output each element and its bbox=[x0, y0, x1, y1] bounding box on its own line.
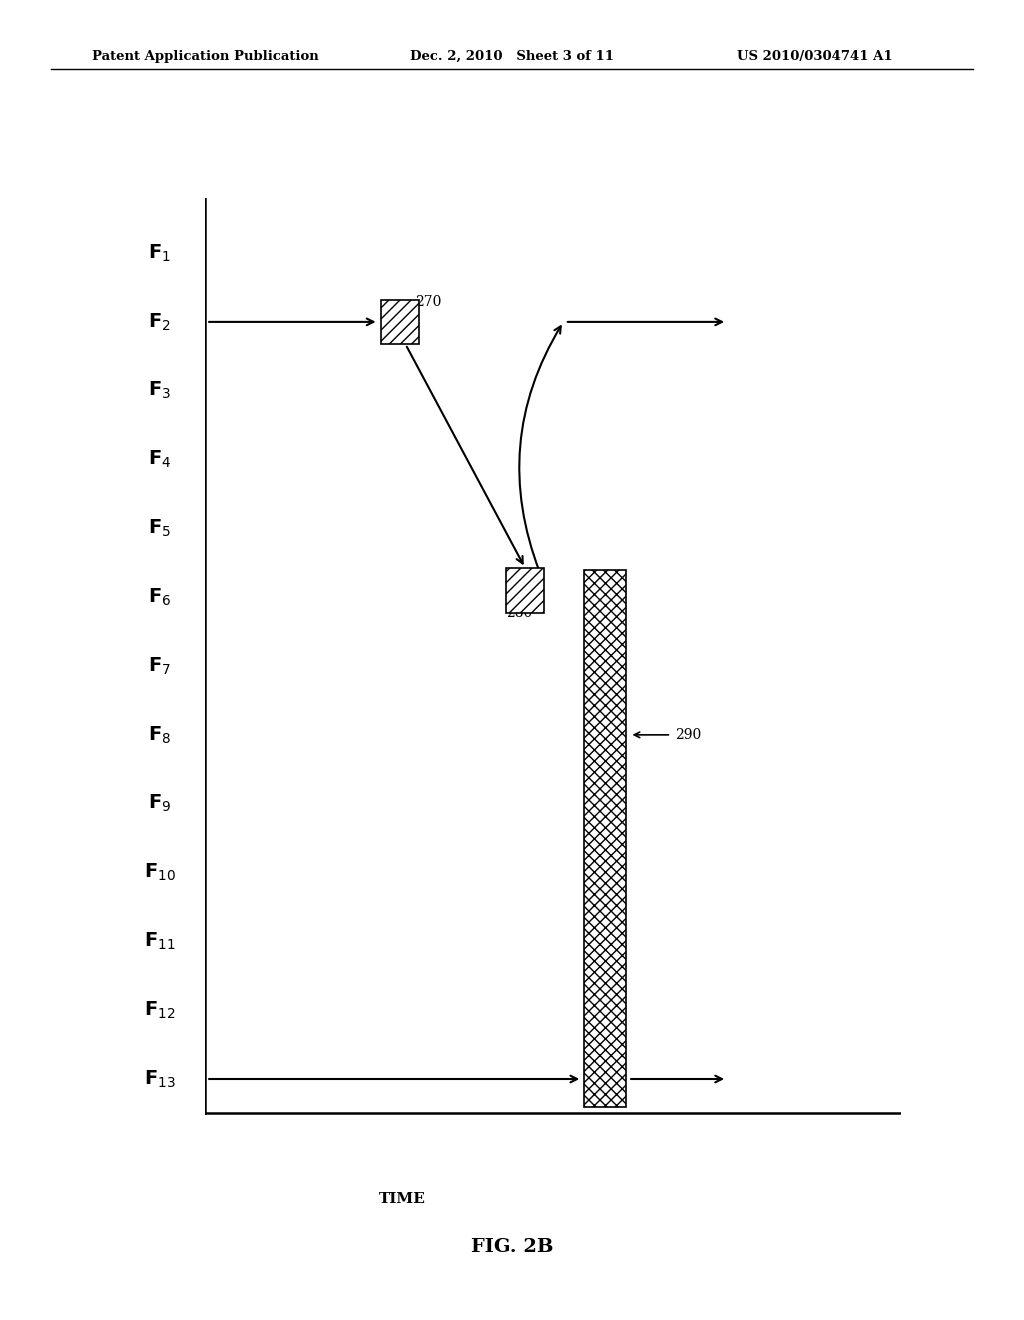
Text: 280: 280 bbox=[506, 606, 532, 619]
Text: 270: 270 bbox=[416, 294, 441, 309]
Text: Dec. 2, 2010   Sheet 3 of 11: Dec. 2, 2010 Sheet 3 of 11 bbox=[410, 50, 613, 63]
Text: $\mathbf{F}_{13}$: $\mathbf{F}_{13}$ bbox=[143, 1068, 175, 1089]
Bar bbox=[506, 568, 545, 612]
Text: 290: 290 bbox=[675, 727, 701, 742]
Text: $\mathbf{F}_{1}$: $\mathbf{F}_{1}$ bbox=[148, 243, 171, 264]
Text: TIME: TIME bbox=[379, 1192, 426, 1206]
Text: US 2010/0304741 A1: US 2010/0304741 A1 bbox=[737, 50, 893, 63]
Bar bbox=[585, 570, 626, 1106]
Bar bbox=[381, 300, 419, 345]
Text: $\mathbf{F}_{11}$: $\mathbf{F}_{11}$ bbox=[143, 931, 175, 952]
Text: $\mathbf{F}_{10}$: $\mathbf{F}_{10}$ bbox=[143, 862, 175, 883]
Text: $\mathbf{F}_{5}$: $\mathbf{F}_{5}$ bbox=[148, 517, 171, 539]
Text: $\mathbf{F}_{2}$: $\mathbf{F}_{2}$ bbox=[148, 312, 171, 333]
Text: $\mathbf{F}_{12}$: $\mathbf{F}_{12}$ bbox=[143, 999, 175, 1020]
Text: $\mathbf{F}_{4}$: $\mathbf{F}_{4}$ bbox=[147, 449, 171, 470]
Text: FIG. 2B: FIG. 2B bbox=[471, 1238, 553, 1257]
Text: $\mathbf{F}_{3}$: $\mathbf{F}_{3}$ bbox=[148, 380, 171, 401]
Text: $\mathbf{F}_{7}$: $\mathbf{F}_{7}$ bbox=[148, 656, 171, 677]
Text: $\mathbf{F}_{9}$: $\mathbf{F}_{9}$ bbox=[147, 793, 171, 814]
Text: Patent Application Publication: Patent Application Publication bbox=[92, 50, 318, 63]
Text: $\mathbf{F}_{8}$: $\mathbf{F}_{8}$ bbox=[147, 725, 171, 746]
Text: $\mathbf{F}_{6}$: $\mathbf{F}_{6}$ bbox=[147, 586, 171, 607]
